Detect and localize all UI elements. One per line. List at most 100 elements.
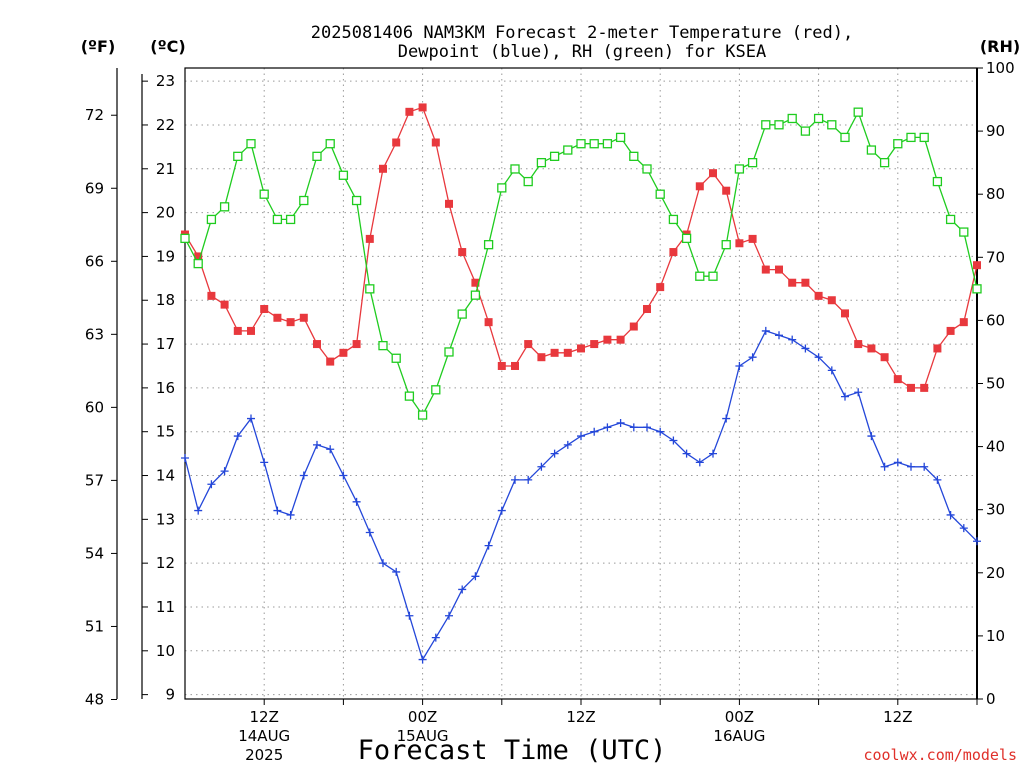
- dewpoint-point: [458, 585, 467, 594]
- rh-point: [827, 120, 837, 130]
- temperature-point: [629, 322, 638, 331]
- temperature-point: [854, 340, 863, 349]
- temperature-point: [286, 318, 295, 327]
- rh-point: [866, 145, 877, 155]
- rh-point: [972, 284, 982, 294]
- temperature-point: [893, 375, 902, 384]
- rh-point: [615, 132, 626, 143]
- dewpoint-point: [709, 449, 717, 458]
- rh-point: [668, 214, 679, 225]
- rh-series: [180, 107, 982, 420]
- chart-title-line-2: Dewpoint (blue), RH (green) for KSEA: [398, 42, 766, 62]
- data-series: [180, 103, 982, 664]
- temperature-point: [220, 300, 229, 309]
- rh-point: [483, 240, 494, 250]
- celsius-unit-label: (ºC): [150, 37, 185, 56]
- axes: [116, 67, 978, 700]
- dewpoint-point: [682, 449, 691, 458]
- fahrenheit-tick-label: 63: [85, 325, 104, 343]
- temperature-point: [511, 361, 519, 370]
- fahrenheit-tick-label: 66: [85, 252, 104, 270]
- rh-point: [180, 233, 190, 244]
- temperature-point: [616, 335, 625, 344]
- celsius-tick-label: 10: [156, 642, 175, 660]
- temperature-series: [181, 103, 981, 392]
- rh-point: [721, 240, 731, 250]
- temperature-point: [458, 248, 467, 257]
- dewpoint-point: [959, 524, 968, 533]
- temperature-point: [524, 340, 533, 349]
- dewpoint-point: [273, 506, 282, 515]
- dewpoint-point: [445, 611, 453, 620]
- temperature-point: [827, 296, 836, 305]
- rh-point: [549, 151, 560, 161]
- dewpoint-series: [181, 326, 981, 664]
- dewpoint-point: [431, 633, 440, 642]
- temperature-point: [577, 344, 585, 353]
- rh-point: [351, 195, 362, 206]
- temperature-point: [313, 340, 321, 349]
- rh-point: [338, 170, 349, 180]
- rh-tick-label: 90: [986, 122, 1005, 140]
- celsius-axis-ticks: 9 10 11 12 13 14 15 16 17 18 19 20 21 22 23: [142, 72, 175, 704]
- dewpoint-point: [260, 458, 269, 467]
- temperature-point: [273, 313, 282, 322]
- rh-point: [523, 176, 533, 187]
- rh-tick-label: 70: [986, 248, 1005, 266]
- dewpoint-point: [194, 506, 203, 515]
- celsius-tick-label: 21: [156, 160, 175, 178]
- dewpoint-point: [392, 567, 401, 576]
- time-tick-date: 16AUG: [713, 727, 765, 745]
- time-tick-label: 12Z: [883, 708, 912, 726]
- dewpoint-point: [775, 331, 783, 340]
- chart-title-line-1: 2025081406 NAM3KM Forecast 2-meter Tempe…: [311, 23, 853, 43]
- temperature-point: [405, 107, 414, 116]
- temperature-point: [365, 234, 374, 243]
- x-axis-title: Forecast Time (UTC): [358, 735, 667, 766]
- temperature-point: [973, 261, 981, 270]
- dewpoint-point: [603, 423, 612, 432]
- rh-point: [642, 164, 652, 174]
- dewpoint-point: [616, 418, 625, 427]
- temperature-point: [814, 291, 823, 300]
- rh-point: [840, 132, 850, 143]
- fahrenheit-tick-label: 72: [85, 106, 104, 124]
- dewpoint-point: [748, 353, 757, 362]
- fahrenheit-axis-ticks: 48 51 54 57 60 63 66 69 72: [85, 106, 117, 708]
- temperature-point: [471, 278, 480, 287]
- rh-point: [233, 151, 243, 161]
- dewpoint-point: [656, 427, 665, 436]
- dewpoint-point: [299, 471, 308, 480]
- rh-tick-label: 50: [986, 375, 1005, 393]
- dewpoint-point: [933, 475, 942, 484]
- dewpoint-line: [184, 330, 978, 662]
- rh-tick-label: 10: [986, 627, 1005, 645]
- temperature-point: [695, 182, 704, 191]
- rh-point: [444, 347, 454, 357]
- dewpoint-point: [537, 462, 546, 471]
- rh-point: [497, 183, 507, 193]
- dewpoint-point: [247, 414, 255, 423]
- rh-point: [695, 271, 705, 281]
- rh-tick-label: 100: [986, 59, 1015, 77]
- time-tick-label: 12Z: [566, 708, 595, 726]
- dewpoint-point: [563, 440, 572, 449]
- temperature-point: [748, 234, 757, 243]
- temperature-point: [445, 199, 453, 208]
- rh-point: [813, 113, 824, 124]
- temperature-point: [709, 169, 717, 178]
- temperature-point: [907, 383, 915, 392]
- temperature-point: [590, 340, 599, 349]
- dewpoint-point: [801, 344, 810, 353]
- rh-point: [879, 157, 890, 168]
- dewpoint-point: [352, 497, 361, 506]
- rh-point: [272, 214, 283, 225]
- dewpoint-point: [286, 510, 295, 519]
- celsius-tick-label: 9: [165, 686, 175, 704]
- rh-point: [589, 139, 599, 149]
- dewpoint-point: [722, 414, 731, 423]
- fahrenheit-tick-label: 54: [85, 544, 104, 562]
- rh-point: [285, 214, 296, 225]
